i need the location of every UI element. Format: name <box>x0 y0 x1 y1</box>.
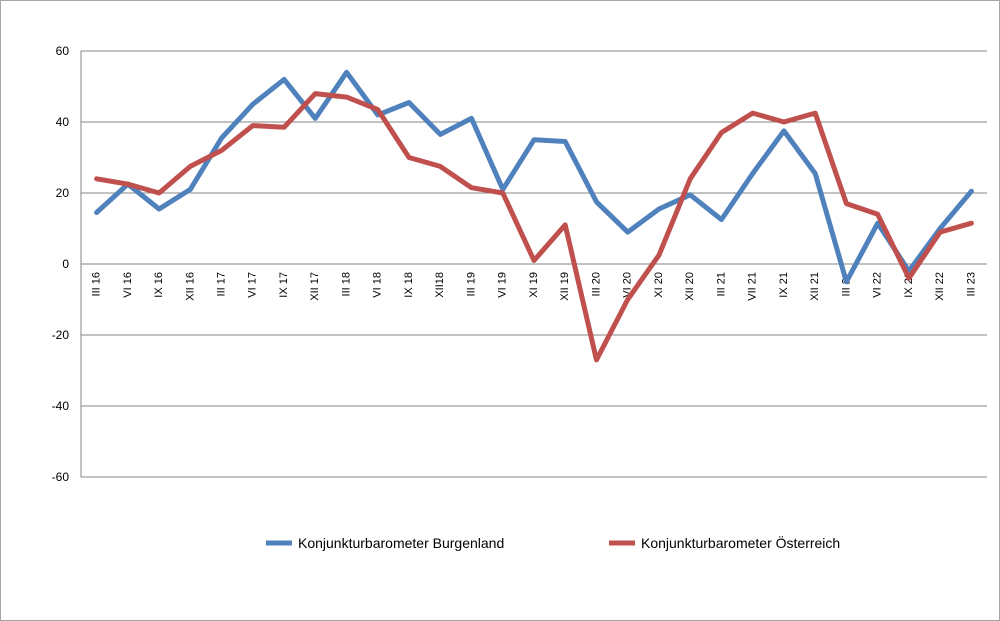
y-tick-label: 40 <box>56 115 70 129</box>
x-tick-label: VI 22 <box>872 272 884 298</box>
x-tick-label: III 21 <box>715 272 727 296</box>
y-tick-label: -60 <box>52 470 70 484</box>
x-tick-label: XII 20 <box>684 272 696 301</box>
legend-label-burgenland: Konjunkturbarometer Burgenland <box>298 535 504 551</box>
series-lines <box>94 69 974 363</box>
legend-label-oesterreich: Konjunkturbarometer Österreich <box>641 534 840 551</box>
x-tick-label: XI 20 <box>653 272 665 298</box>
x-tick-label: XI 19 <box>528 272 540 298</box>
series-line-1 <box>94 91 974 363</box>
x-tick-label: IX 22 <box>903 272 915 298</box>
x-tick-label: III 20 <box>590 272 602 296</box>
x-tick-label: III 18 <box>340 272 352 296</box>
x-tick-label: III 19 <box>465 272 477 296</box>
x-tick-label: XII 21 <box>809 272 821 301</box>
x-tick-label: III 16 <box>91 272 103 296</box>
series-line-0 <box>94 69 974 285</box>
y-tick-label: 60 <box>56 44 70 58</box>
x-tick-label: VI 17 <box>247 272 259 298</box>
y-axis-tick-labels: 60 40 20 0 -20 -40 -60 <box>52 44 70 484</box>
y-tick-label: -20 <box>52 328 70 342</box>
x-tick-label: III 17 <box>215 272 227 296</box>
x-tick-label: XII18 <box>434 272 446 298</box>
gridlines <box>81 50 987 478</box>
x-tick-label: IX 17 <box>278 272 290 298</box>
x-tick-label: III 23 <box>965 272 977 296</box>
x-tick-label: XII 17 <box>309 272 321 301</box>
x-tick-label: VI 18 <box>372 272 384 298</box>
x-tick-label: IX 21 <box>778 272 790 298</box>
x-tick-label: VI 19 <box>497 272 509 298</box>
x-tick-label: IX 16 <box>153 272 165 298</box>
y-tick-label: -40 <box>52 399 70 413</box>
x-tick-label: VI 16 <box>122 272 134 298</box>
y-tick-label: 0 <box>62 257 69 271</box>
legend: Konjunkturbarometer Burgenland Konjunktu… <box>266 534 840 551</box>
x-tick-label: XII 19 <box>559 272 571 301</box>
y-tick-label: 20 <box>56 186 70 200</box>
x-tick-label: XII 22 <box>934 272 946 301</box>
x-tick-label: XII 16 <box>184 272 196 301</box>
x-tick-label: IX 18 <box>403 272 415 298</box>
x-tick-label: VII 21 <box>747 272 759 301</box>
x-axis-tick-labels: III 16 VI 16 IX 16 XII 16 III 17 VI 17 IX 17 XI… <box>91 272 978 301</box>
